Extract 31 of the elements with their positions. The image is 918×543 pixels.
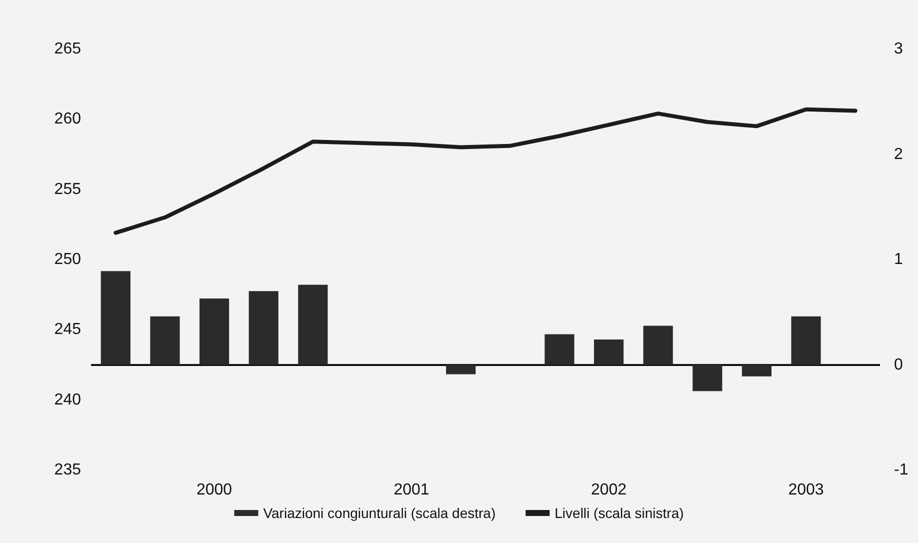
bar [150, 316, 180, 365]
y2-tick-label: 2 [894, 146, 903, 163]
legend-label: Livelli (scala sinistra) [554, 505, 684, 521]
y-tick-label: 260 [54, 110, 82, 128]
bar [100, 271, 130, 365]
y2-tick-label: 1 [894, 251, 903, 268]
y2-tick-label: 0 [894, 356, 903, 374]
bar [248, 291, 278, 365]
legend-label: Variazioni congiunturali (scala destra) [263, 505, 496, 521]
y2-tick-label: 3 [894, 40, 903, 58]
x-tick-label: 2003 [788, 482, 824, 498]
y-tick-label: 235 [54, 462, 82, 478]
bar [692, 364, 722, 392]
y-tick-label: 265 [54, 40, 82, 58]
y2-tick-label: -1 [894, 462, 908, 478]
x-tick-label: 2000 [196, 482, 232, 498]
x-tick-label: 2001 [394, 482, 430, 498]
line-series [114, 107, 858, 235]
bar [742, 364, 772, 376]
bar [791, 316, 821, 365]
bar [199, 298, 230, 365]
x-tick-label: 2002 [590, 482, 627, 498]
bar [446, 364, 476, 374]
y-tick-label: 250 [54, 251, 82, 268]
bar [544, 334, 574, 365]
y-tick-label: 240 [54, 391, 82, 408]
y-tick-label: 245 [54, 321, 82, 338]
bar [643, 326, 673, 365]
y-tick-label: 255 [54, 180, 82, 198]
bar [298, 284, 328, 365]
bar [594, 339, 624, 365]
